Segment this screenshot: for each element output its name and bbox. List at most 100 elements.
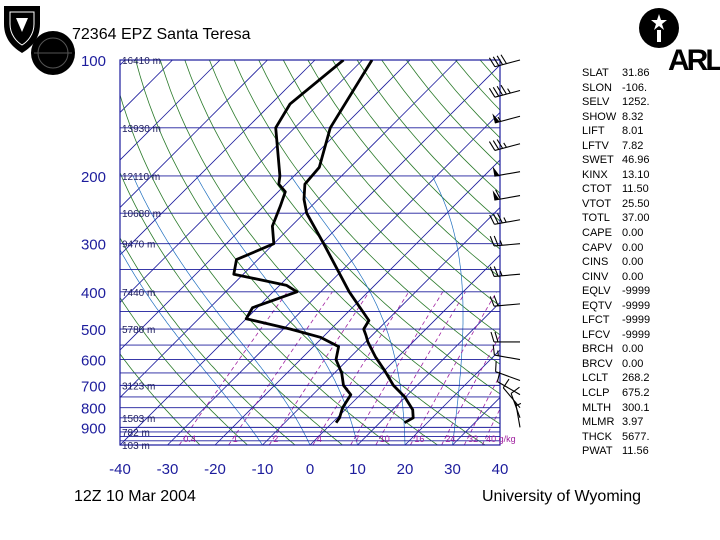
- arl-logo: ARL: [668, 44, 720, 76]
- temperature-tick-label: 0: [306, 461, 314, 478]
- data-source: University of Wyoming: [482, 488, 642, 505]
- index-row: LFCT -9999: [582, 313, 718, 328]
- mixing-ratio-label: 7: [355, 434, 360, 444]
- height-label: 1503 m: [122, 414, 155, 425]
- index-row: SHOW 8.32: [582, 110, 718, 125]
- index-value: 0.00: [622, 227, 644, 240]
- index-value: 300.1: [622, 401, 650, 414]
- index-row: BRCH 0.00: [582, 342, 718, 357]
- sounding-profiles: [232, 60, 415, 424]
- wind-barb: [488, 54, 521, 68]
- index-row: EQLV -9999: [582, 284, 718, 299]
- mixing-ratio-label: 1: [233, 434, 238, 444]
- index-label: LCLT: [582, 372, 609, 385]
- wind-barb: [488, 139, 521, 151]
- index-value: 8.32: [622, 110, 644, 123]
- wind-barb: [492, 166, 521, 177]
- wind-barb: [489, 295, 521, 307]
- mixing-ratio-line: [410, 291, 497, 445]
- dry-adiabat-line: [233, 60, 500, 365]
- index-value: 11.56: [622, 445, 649, 458]
- isotherm-line: [0, 60, 30, 445]
- mixing-ratio-lines: [178, 291, 500, 445]
- pressure-tick-label: 100: [81, 53, 106, 70]
- index-row: EQTV -9999: [582, 299, 718, 314]
- isotherm-line: [357, 301, 500, 445]
- mixing-ratio-line: [312, 291, 410, 445]
- height-labels: 16410 m 13930 m 12110 m 10680 m 9470 m 7440 m…: [122, 56, 161, 452]
- isotherm-line: [262, 206, 500, 445]
- index-row: SLAT 31.86: [582, 66, 718, 81]
- temperature-profile: [302, 60, 415, 424]
- index-label: CINS: [582, 256, 609, 269]
- index-row: LCLP 675.2: [582, 386, 718, 401]
- index-label: SLAT: [582, 67, 609, 79]
- wind-barb: [488, 84, 521, 98]
- isotherm-lines: [0, 60, 500, 445]
- isotherm-line: [120, 60, 126, 66]
- pressure-tick-label: 600: [81, 353, 106, 370]
- wind-barb: [490, 331, 520, 343]
- height-label: 16410 m: [122, 56, 161, 67]
- station-title: 72364 EPZ Santa Teresa: [72, 26, 251, 43]
- index-label: VTOT: [582, 197, 612, 210]
- index-value: -9999: [622, 328, 651, 341]
- index-value: 37.00: [622, 212, 650, 225]
- wind-barb: [489, 235, 521, 247]
- isotherm-line: [0, 60, 78, 445]
- mixing-ratio-line: [178, 291, 288, 445]
- isotherm-line: [120, 60, 411, 351]
- height-label: 103 m: [122, 441, 150, 452]
- dry-adiabat-line: [135, 60, 438, 445]
- index-row: CAPV 0.00: [582, 241, 718, 256]
- index-value: 11.50: [622, 183, 649, 196]
- temperature-tick-label: 40: [492, 461, 509, 478]
- index-label: MLMR: [582, 416, 615, 429]
- index-label: SLON: [582, 81, 612, 94]
- index-row: SWET 46.96: [582, 153, 718, 168]
- index-row: TOTL 37.00: [582, 211, 718, 226]
- dewpoint-profile: [232, 60, 353, 424]
- mixing-ratio-label: 16: [414, 434, 424, 444]
- index-value: 268.2: [622, 372, 650, 385]
- isotherm-line: [120, 64, 500, 445]
- index-row: LIFT 8.01: [582, 124, 718, 139]
- mixing-ratio-labels: 0.4 1 2 4 7 10 16 24 32 40 g/kg: [183, 434, 515, 444]
- mixing-ratio-line: [463, 374, 500, 445]
- index-label: LFTV: [582, 139, 609, 152]
- index-label: CINV: [582, 270, 609, 283]
- height-label: 10680 m: [122, 209, 161, 220]
- index-label: EQLV: [582, 285, 611, 298]
- torch-logo: [639, 8, 679, 48]
- seal-logo: [31, 31, 75, 75]
- mixing-ratio-label: 0.4: [183, 434, 196, 444]
- pressure-tick-label: 400: [81, 285, 106, 302]
- height-label: 7440 m: [122, 288, 155, 299]
- index-row: MLTH 300.1: [582, 401, 718, 416]
- index-row: KINX 13.10: [582, 168, 718, 183]
- index-label: THCK: [582, 430, 612, 443]
- temperature-tick-label: -40: [109, 461, 131, 478]
- isotherm-line: [167, 111, 500, 445]
- index-label: EQTV: [582, 299, 612, 312]
- wind-barb: [496, 371, 521, 396]
- index-row: CAPE 0.00: [582, 226, 718, 241]
- isotherm-line: [309, 254, 500, 445]
- index-row: PWAT 11.56: [582, 444, 718, 459]
- wind-barb: [489, 213, 521, 225]
- index-value: 5677.: [622, 430, 650, 443]
- temperature-tick-label: 30: [444, 461, 461, 478]
- mixing-ratio-label: 10: [380, 434, 390, 444]
- temperature-tick-label: 20: [397, 461, 414, 478]
- index-row: LFCV -9999: [582, 328, 718, 343]
- index-value: -9999: [622, 314, 651, 327]
- index-label: SWET: [582, 154, 614, 167]
- index-label: LIFT: [582, 125, 605, 138]
- index-value: 7.82: [622, 139, 644, 152]
- index-value: 675.2: [622, 387, 650, 400]
- isotherm-line: [120, 60, 268, 209]
- index-row: SELV 1252.: [582, 95, 718, 110]
- index-value: 0.00: [622, 241, 644, 254]
- index-value: 13.10: [622, 168, 650, 181]
